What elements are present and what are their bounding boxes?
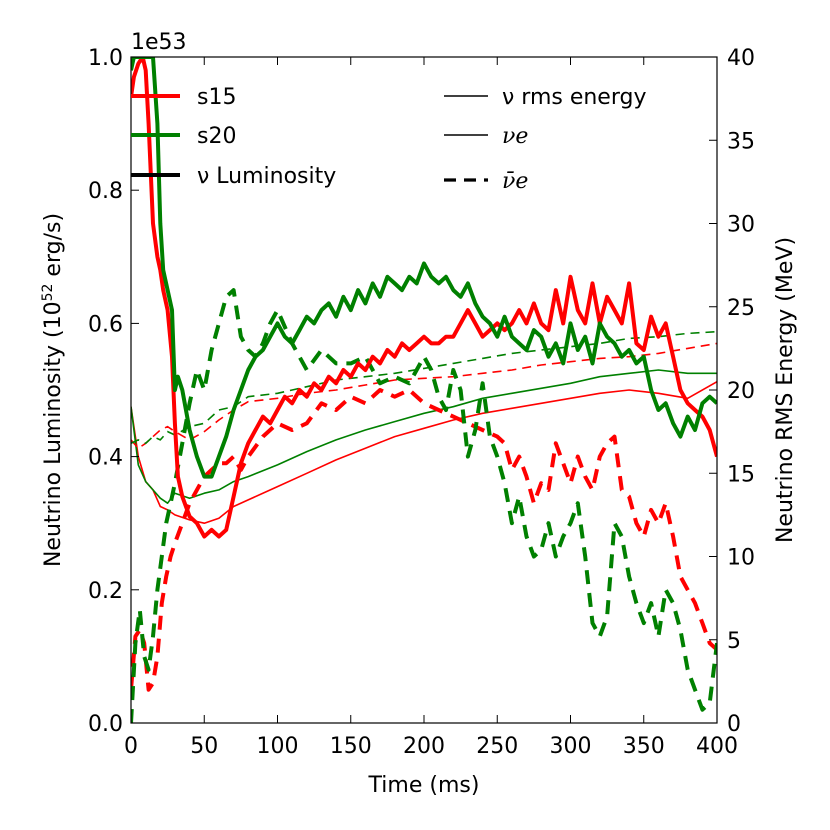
y-left-label-main: Neutrino Luminosity (10 (41, 301, 66, 567)
x-tick-label: 350 (623, 734, 665, 759)
y-left-tick-label: 0.4 (88, 446, 123, 471)
legend-label-nue: νe (502, 124, 528, 149)
legend-label-s20: s20 (197, 124, 236, 149)
legend-label-s15: s15 (197, 85, 236, 110)
series-layer (131, 57, 717, 723)
series-s15-nue-rms-energy (131, 381, 717, 525)
y-left-tick-label: 0.8 (88, 179, 123, 204)
series-s20-nue-rms-energy (131, 369, 717, 505)
y-left-tick-label: 0.6 (88, 312, 123, 337)
y-right-tick-label: 5 (727, 629, 741, 654)
y-left-label-unit: erg/s) (41, 213, 66, 284)
y-right-tick-label: 40 (727, 46, 755, 71)
y-right-axis-label: Neutrino RMS Energy (MeV) (773, 237, 798, 543)
y-right-tick-label: 10 (727, 546, 755, 571)
y-right-tick-label: 0 (727, 712, 741, 737)
ticks-layer: 0 50 100 150 200 250 300 350 4000.00.20.40.60.81… (88, 46, 755, 759)
y-left-tick-label: 0.0 (88, 712, 123, 737)
x-tick-label: 200 (403, 734, 445, 759)
y-right-tick-label: 25 (727, 296, 755, 321)
y-right-tick-label: 30 (727, 213, 755, 238)
y-left-axis-label: Neutrino Luminosity (1052 erg/s) (40, 213, 66, 567)
x-tick-label: 150 (330, 734, 372, 759)
y-right-tick-label: 35 (727, 129, 755, 154)
series-s20-nue-luminosity (131, 57, 717, 479)
y-left-tick-label: 0.2 (88, 579, 123, 604)
plot-background (131, 57, 717, 723)
y-right-tick-label: 20 (727, 379, 755, 404)
series-s20-nuebar-rms-energy (131, 330, 717, 445)
legend-label-nuebar: ν̄e (502, 169, 528, 194)
x-tick-label: 300 (550, 734, 592, 759)
offset-text: 1e53 (131, 30, 187, 55)
legend-right: ν rms energy νe ν̄e (444, 85, 646, 194)
y-left-label-exp: 52 (40, 284, 56, 302)
legend-label-luminosity: ν Luminosity (197, 164, 336, 189)
x-tick-label: 0 (124, 734, 138, 759)
series-s20-nuebar-luminosity (131, 288, 717, 723)
y-left-tick-label: 1.0 (88, 46, 123, 71)
y-right-tick-label: 15 (727, 462, 755, 487)
legend-label-rms-energy: ν rms energy (502, 85, 646, 110)
x-tick-label: 50 (190, 734, 218, 759)
series-s15-nuebar-luminosity (131, 388, 717, 692)
x-tick-label: 250 (476, 734, 518, 759)
x-tick-label: 400 (696, 734, 738, 759)
x-axis-label: Time (ms) (368, 773, 480, 798)
legend-left: s15 s20 ν Luminosity (131, 85, 336, 189)
series-s15-nue-luminosity (131, 57, 717, 539)
x-tick-label: 100 (257, 734, 299, 759)
